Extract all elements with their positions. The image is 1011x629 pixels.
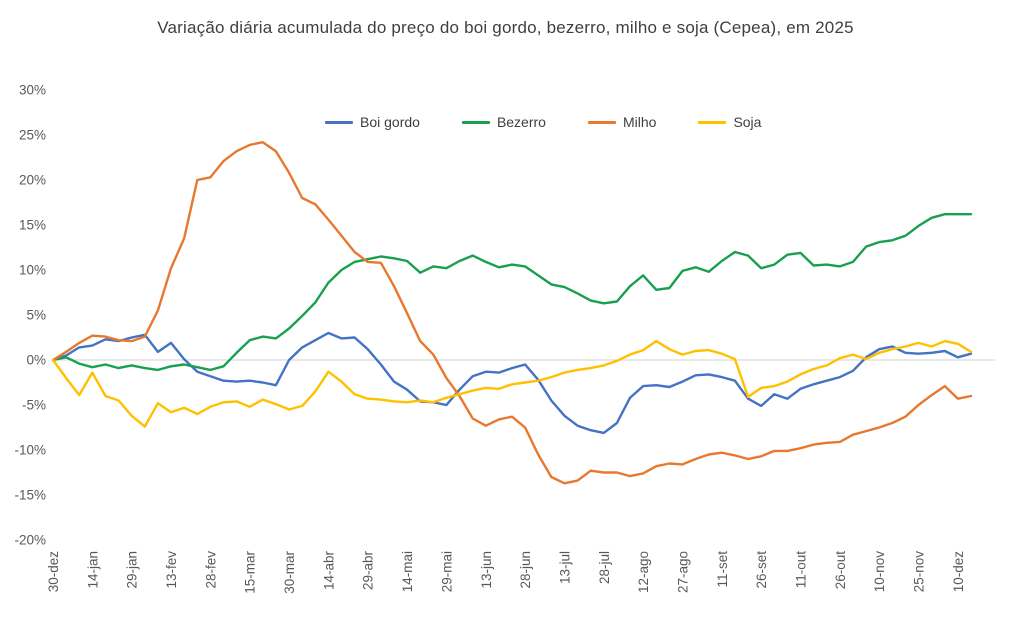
x-tick-label: 13-jul	[557, 551, 572, 584]
y-tick-label: 30%	[19, 83, 46, 98]
y-tick-label: -20%	[14, 533, 46, 548]
y-tick-label: 0%	[26, 353, 46, 368]
series-line-boi-gordo	[51, 331, 973, 435]
y-tick-label: 20%	[19, 173, 46, 188]
x-tick-label: 15-mar	[243, 551, 258, 594]
y-tick-label: -10%	[14, 443, 46, 458]
x-tick-label: 30-mar	[282, 551, 297, 594]
y-tick-label: 10%	[19, 263, 46, 278]
x-tick-label: 10-nov	[872, 551, 887, 593]
legend-label-bezerro: Bezerro	[496, 114, 546, 130]
legend-line-swatch-bezerro	[461, 120, 490, 124]
x-tick-label: 26-out	[833, 551, 848, 590]
y-tick-label: -5%	[22, 398, 46, 413]
x-tick-label: 14-mai	[400, 551, 415, 592]
legend-item-soja: Soja	[698, 114, 761, 130]
legend-item-bezerro: Bezerro	[461, 114, 546, 130]
legend-label-milho: Milho	[622, 114, 657, 130]
x-tick-label: 12-ago	[636, 551, 651, 593]
legend-label-soja: Soja	[733, 114, 762, 130]
y-tick-label: 15%	[19, 218, 46, 233]
legend-line-swatch-milho	[587, 120, 616, 124]
x-tick-label: 13-fev	[164, 551, 179, 589]
series-line-bezerro	[51, 212, 973, 372]
legend-item-boi-gordo: Boi gordo	[325, 114, 420, 130]
series-line-milho	[51, 140, 973, 485]
y-tick-label: 25%	[19, 128, 46, 143]
x-tick-label: 28-jun	[518, 551, 533, 589]
series-line-soja	[51, 339, 973, 428]
y-tick-label: -15%	[14, 488, 46, 503]
legend-line-swatch-soja	[698, 120, 727, 124]
x-tick-label: 10-dez	[951, 551, 966, 593]
legend-line-swatch-boi-gordo	[325, 120, 353, 124]
x-tick-label: 28-fev	[203, 551, 218, 589]
x-tick-label: 29-mai	[439, 551, 454, 592]
x-tick-label: 13-jun	[479, 551, 494, 589]
x-tick-label: 27-ago	[675, 551, 690, 593]
x-tick-label: 29-abr	[361, 551, 376, 591]
y-tick-label: 5%	[26, 308, 46, 323]
x-tick-label: 11-set	[715, 551, 730, 588]
legend-item-milho: Milho	[587, 114, 657, 130]
x-tick-label: 25-nov	[912, 551, 927, 593]
x-tick-label: 28-jul	[597, 551, 612, 584]
legend-label-boi-gordo: Boi gordo	[360, 114, 420, 130]
chart-legend: Boi gordo Bezerro Milho Soja	[325, 114, 761, 130]
x-tick-label: 14-abr	[321, 551, 336, 591]
chart-title: Variação diária acumulada do preço do bo…	[157, 18, 854, 37]
x-tick-label: 29-jan	[125, 551, 140, 589]
x-tick-label: 14-jan	[85, 551, 100, 589]
x-tick-label: 11-out	[794, 551, 809, 589]
x-tick-label: 26-set	[754, 551, 769, 589]
x-tick-label: 30-dez	[46, 551, 61, 593]
